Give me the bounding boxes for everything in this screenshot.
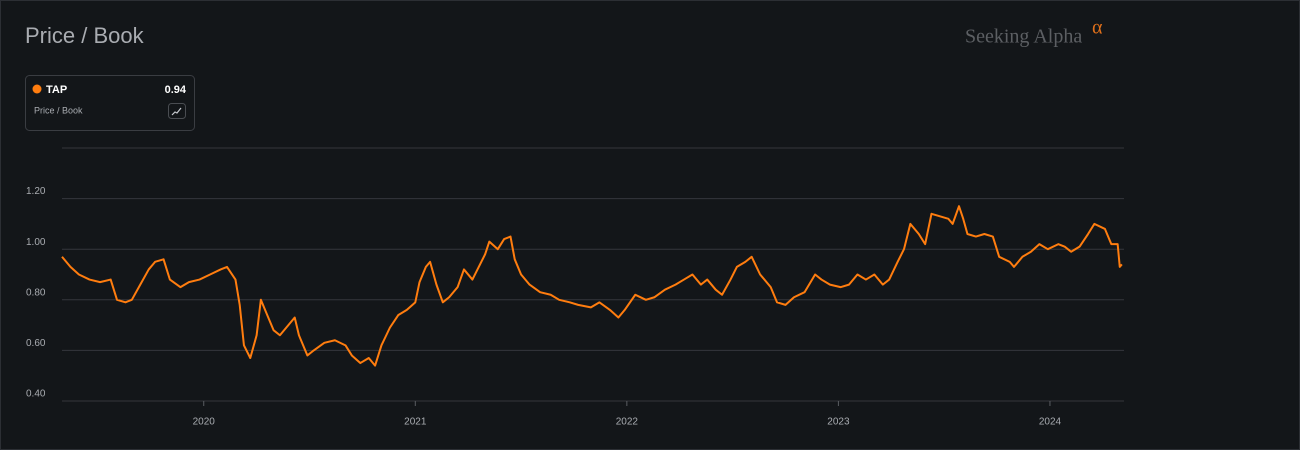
legend-box bbox=[25, 75, 195, 131]
legend-metric: Price / Book bbox=[34, 105, 83, 115]
x-tick-label: 2020 bbox=[193, 417, 216, 428]
watermark: Seeking Alpha bbox=[965, 26, 1082, 48]
x-tick-label: 2021 bbox=[404, 417, 427, 428]
legend-label: TAP bbox=[46, 84, 67, 96]
legend-card[interactable]: TAP 0.94 Price / Book bbox=[25, 75, 195, 131]
chart-icon bbox=[171, 107, 182, 116]
y-tick-label: 0.40 bbox=[26, 389, 46, 400]
y-tick-label: 1.00 bbox=[26, 237, 46, 248]
y-tick-label: 0.80 bbox=[26, 287, 46, 298]
y-tick-label: 1.20 bbox=[26, 186, 46, 197]
legend-value: 0.94 bbox=[165, 84, 187, 96]
watermark-symbol: α bbox=[1092, 17, 1103, 39]
line-series bbox=[61, 205, 1123, 367]
chart-icon-button[interactable] bbox=[168, 103, 186, 119]
chart-title: Price / Book bbox=[25, 23, 145, 48]
x-tick-label: 2024 bbox=[1039, 417, 1062, 428]
x-tick-label: 2023 bbox=[827, 417, 850, 428]
legend-swatch bbox=[32, 84, 42, 94]
x-tick-label: 2022 bbox=[616, 417, 639, 428]
y-tick-label: 0.60 bbox=[26, 338, 46, 349]
